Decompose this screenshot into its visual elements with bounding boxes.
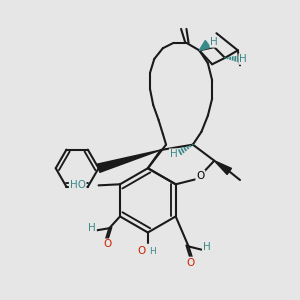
Text: H: H <box>149 247 155 256</box>
Text: O: O <box>137 246 146 256</box>
Text: O: O <box>196 171 205 181</box>
Text: H: H <box>239 54 247 64</box>
Polygon shape <box>199 40 210 50</box>
Text: H: H <box>88 223 96 233</box>
Text: HO: HO <box>70 180 86 190</box>
Text: O: O <box>103 239 111 249</box>
Text: H: H <box>203 242 211 253</box>
Text: H: H <box>170 149 177 159</box>
Polygon shape <box>98 150 161 172</box>
Polygon shape <box>214 161 232 175</box>
Text: H: H <box>210 37 218 47</box>
Text: O: O <box>187 257 195 268</box>
